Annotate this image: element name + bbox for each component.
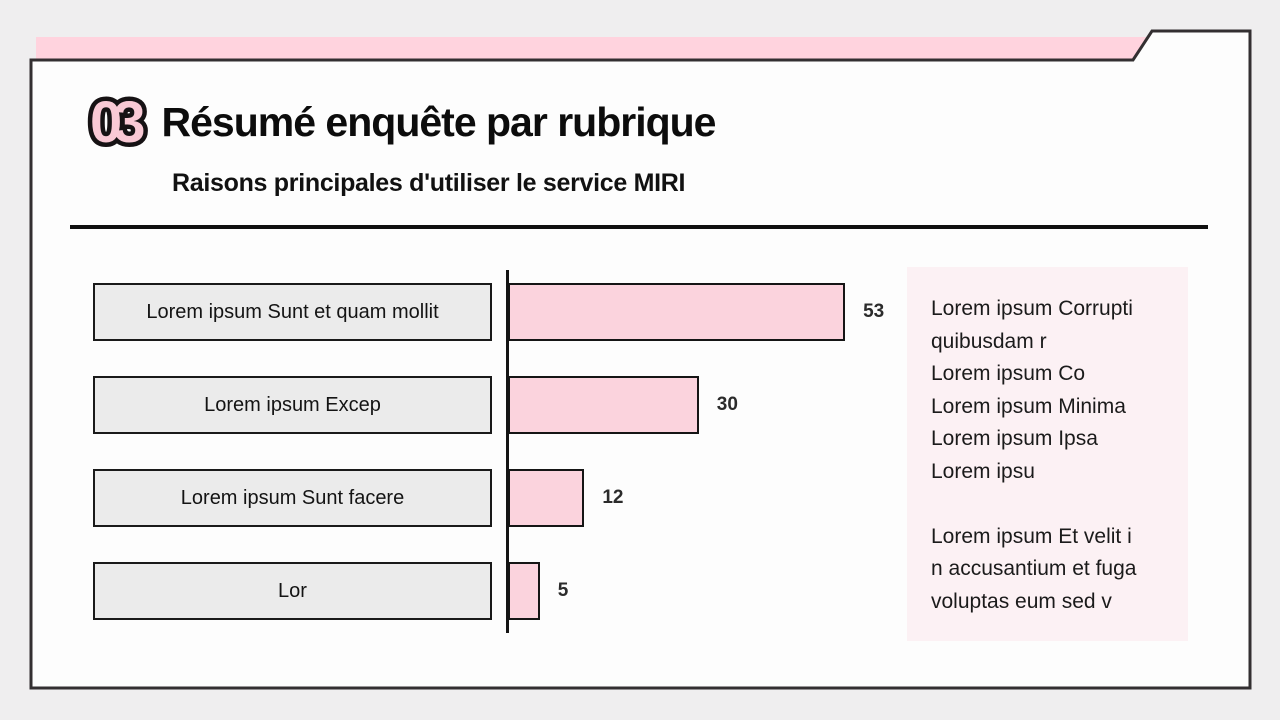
category-label: Lorem ipsum Excep	[93, 376, 492, 434]
bar	[508, 376, 699, 434]
note-line	[931, 488, 1170, 521]
bar-value: 12	[602, 487, 624, 508]
section-number: 03	[86, 89, 150, 156]
note-line: quibusdam r	[931, 329, 1047, 353]
chart-row: Lorem ipsum Sunt facere 12	[93, 469, 884, 527]
chart-axis-line	[506, 270, 509, 633]
note-line: Lorem ipsum Et velit i	[931, 524, 1132, 548]
note-line: voluptas eum sed v	[931, 589, 1112, 613]
note-line: Lorem ipsum Corrupti	[931, 297, 1133, 320]
page-title: Résumé enquête par rubrique	[161, 99, 717, 146]
note-line: n accusantium et fuga	[931, 557, 1137, 580]
note-line: Lorem ipsum Ipsa	[931, 427, 1098, 450]
chart-row: Lorem ipsum Sunt et quam mollit 53	[93, 283, 884, 341]
bar-value: 5	[557, 580, 569, 601]
bar-value: 53	[863, 301, 885, 322]
note-line: Lorem ipsum Co	[931, 362, 1086, 385]
notes-panel: Lorem ipsum Corrupti quibusdam r Lorem ips…	[907, 267, 1188, 641]
bar	[508, 562, 540, 620]
bar	[508, 283, 846, 341]
category-label: Lor	[93, 562, 492, 620]
category-label: Lorem ipsum Sunt et quam mollit	[93, 283, 492, 341]
chart-row: Lorem ipsum Excep 30	[93, 376, 884, 434]
category-label: Lorem ipsum Sunt facere	[93, 469, 492, 527]
bar-value: 30	[716, 394, 738, 415]
header-divider	[70, 225, 1208, 229]
chart-row: Lor 5	[93, 562, 884, 620]
header-row: 03 Résumé enquête par rubrique	[86, 89, 717, 156]
bar	[508, 469, 585, 527]
note-line: Lorem ipsu	[931, 459, 1035, 483]
bar-chart: Lorem ipsum Sunt et quam mollit 53 Lorem…	[93, 283, 884, 620]
page-subtitle: Raisons principales d'utiliser le servic…	[172, 169, 686, 197]
note-line: Lorem ipsum Minima	[931, 394, 1126, 418]
accent-strip	[36, 37, 1149, 60]
